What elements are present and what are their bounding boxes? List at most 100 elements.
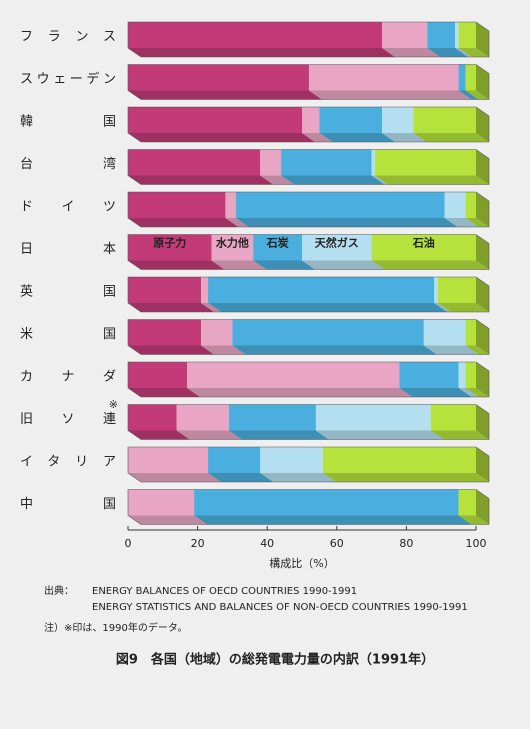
annotation: ※ [109,398,118,411]
bar-depth [187,388,413,397]
bar-depth [201,345,246,355]
bar-segment [465,64,476,91]
bar-segment [128,22,383,48]
bar-depth [128,388,201,397]
bar-segment [232,319,424,346]
bar-depth [413,133,489,142]
bar-depth [458,388,479,397]
bar-segment [128,149,261,176]
bar-end [476,64,489,100]
bar-segment [128,192,226,218]
bar-segment [371,234,476,261]
bar-end [476,447,489,482]
bar-segment [375,149,476,176]
bar-outline [127,64,490,100]
legend-label: 石炭 [266,236,289,250]
bar-depth [128,515,208,525]
source-line: ENERGY BALANCES OF OECD COUNTRIES 1990-1… [92,586,357,597]
bar-segment [253,234,302,261]
legend-label: 天然ガス [315,236,359,250]
bar-depth [128,473,222,482]
bar-depth [128,430,190,440]
bar-depth [302,260,385,270]
bar-segment [194,489,459,516]
bar-depth [208,303,448,312]
bar-depth [128,303,215,312]
x-tick-label: 0 [125,537,132,550]
bar-depth [232,345,437,355]
bar-segment [437,277,476,303]
bar-segment [315,404,431,431]
bar-depth [423,345,479,355]
bar-depth [465,345,489,355]
bar-segment [235,192,445,218]
bar-segment [371,149,376,176]
bar-depth [322,473,489,482]
bar-segment [128,64,309,91]
bar-depth [465,218,489,227]
bar-segment [465,319,476,346]
bar-outline [127,234,490,270]
bar-segment [423,319,466,346]
bar-depth [260,175,295,185]
bar-depth [128,90,322,100]
bar-depth [455,48,472,57]
x-tick-label: 40 [260,537,274,550]
x-axis-label: 構成比（%） [269,557,334,570]
bar-end [476,149,489,185]
bar-segment [201,277,209,303]
bar-depth [201,303,222,312]
bar-depth [458,48,489,57]
bar-segment [413,107,476,133]
bar-segment [187,362,400,388]
bar-outline [127,489,490,525]
bar-end [476,362,489,397]
bar-end [476,277,489,312]
bar-segment [128,489,195,516]
bar-segment [430,404,476,431]
bar-depth [128,48,396,57]
bar-segment [128,362,188,388]
bar-depth [430,430,489,440]
legend-label: 水力他 [216,236,249,250]
bar-segment [128,277,202,303]
bar-segment [382,107,414,133]
bar-depth [302,133,333,142]
legend-label: 原子力 [153,236,186,250]
bar-depth [382,48,441,57]
bar-segment [176,404,229,431]
bar-segment [128,447,209,473]
bar-segment [444,192,466,218]
bar-segment [302,234,372,261]
caption: 図9 各国（地域）の総発電電力量の内訳（1991年） [116,652,434,668]
bar-segment [128,234,212,261]
bar-segment [455,22,459,48]
bar-segment [434,277,438,303]
bar-depth [128,218,239,227]
bar-segment [399,362,459,388]
bar-end [476,234,489,270]
bar-outline [127,191,490,228]
bar-segment [458,362,466,388]
bar-depth [128,175,274,185]
bar-outline [127,404,490,440]
x-tick-label: 100 [466,537,487,550]
bar-depth [382,133,427,142]
bar-depth [371,175,389,185]
bar-depth [427,48,469,57]
bar-end [476,107,489,142]
bar-end [476,192,489,227]
bar-outline [127,276,490,313]
bar-segment [458,22,476,48]
legend-label: 石油 [412,236,435,250]
bar-segment [458,489,476,516]
bar-segment [211,234,254,261]
bar-outline [127,106,490,143]
bar-depth [434,303,451,312]
bar-outline [127,21,490,58]
bar-depth [319,133,396,142]
bar-depth [458,90,479,100]
bar-depth [225,218,249,227]
bar-depth [458,515,489,525]
